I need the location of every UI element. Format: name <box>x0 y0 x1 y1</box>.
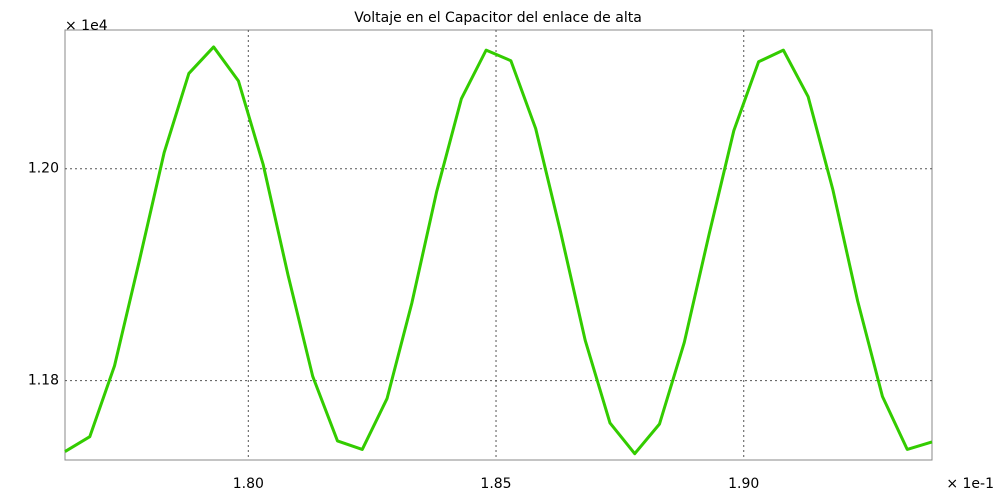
y-tick-label: 1.20 <box>28 161 59 177</box>
x-tick-label: 1.80 <box>233 476 264 492</box>
chart-title: Voltaje en el Capacitor del enlace de al… <box>354 10 642 26</box>
plot-area <box>64 29 933 461</box>
y-tick-label: 1.18 <box>28 373 59 389</box>
line-series <box>64 45 933 456</box>
y-multiplier: × 1e4 <box>65 18 108 34</box>
x-tick-label: 1.90 <box>728 476 759 492</box>
x-multiplier: × 1e-1 <box>946 476 994 492</box>
x-tick-label: 1.85 <box>480 476 511 492</box>
